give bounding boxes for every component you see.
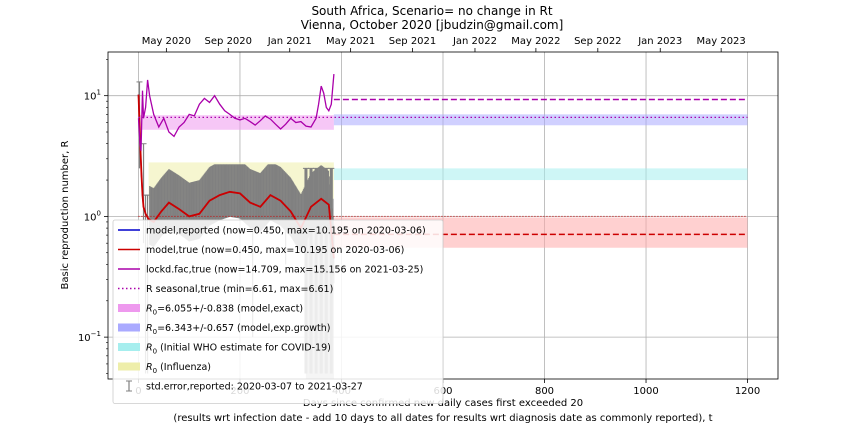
top-tick-label-6: May 2022	[511, 36, 560, 47]
top-tick-label-0: May 2020	[142, 36, 191, 47]
y-tick-label-0: 10−1	[78, 330, 101, 344]
legend-label-0: model,reported (now=0.450, max=10.195 on…	[146, 226, 426, 237]
band-1	[333, 114, 748, 126]
legend-label-6: R0 (Initial WHO estimate for COVID-19)	[146, 343, 331, 356]
top-tick-label-9: May 2023	[696, 36, 745, 47]
chart-title-line1: South Africa, Scenario= no change in Rt	[311, 4, 552, 18]
band-0	[138, 115, 334, 130]
x-axis-label-line2: (results wrt infection date - add 10 day…	[173, 413, 712, 424]
top-tick-label-3: May 2021	[326, 36, 375, 47]
top-tick-label-7: Sep 2022	[574, 36, 621, 47]
top-tick-label-8: Jan 2023	[637, 36, 682, 47]
legend-swatch-6	[118, 343, 140, 351]
legend-label-3: R seasonal,true (min=6.61, max=6.61)	[146, 284, 333, 295]
legend-label-2: lockd.fac,true (now=14.709, max=15.156 o…	[146, 265, 423, 276]
x-tick-label-6: 1200	[735, 386, 760, 397]
y-axis-label: Basic reproduction number, R	[60, 140, 71, 289]
y-tick-label-1: 100	[84, 209, 101, 223]
chart-title-line2: Vienna, October 2020 [jbudzin@gmail.com]	[301, 18, 564, 32]
top-date-axis: May 2020 Sep 2020 Jan 2021 May 2021 Sep 2021…	[142, 36, 746, 52]
legend-label-1: model,true (now=0.450, max=10.195 on 202…	[146, 245, 404, 256]
series-line-2	[137, 74, 335, 151]
legend: model,reported (now=0.450, max=10.195 on…	[112, 219, 444, 404]
x-tick-label-5: 1000	[633, 386, 658, 397]
legend-label-8: std.error,reported: 2020-03-07 to 2021-0…	[146, 382, 363, 393]
legend-label-4: R0=6.055+/-0.838 (model,exact)	[146, 304, 303, 317]
x-axis-label-line1: Days since confirmed new daily cases fir…	[303, 398, 583, 409]
top-tick-label-1: Sep 2020	[205, 36, 252, 47]
x-tick-label-4: 800	[535, 386, 554, 397]
top-tick-label-5: Jan 2022	[452, 36, 497, 47]
legend-swatch-7	[118, 362, 140, 371]
band-2	[333, 168, 748, 181]
y-axis: 10−1 100 101	[78, 59, 108, 374]
top-tick-label-4: Sep 2021	[389, 36, 436, 47]
legend-frame	[112, 219, 444, 404]
legend-label-7: R0 (Influenza)	[146, 362, 211, 375]
legend-swatch-5	[118, 323, 140, 332]
top-tick-label-2: Jan 2021	[267, 36, 312, 47]
y-tick-label-2: 101	[84, 89, 101, 103]
legend-swatch-4	[118, 304, 140, 312]
legend-label-5: R0=6.343+/-0.657 (model,exp.growth)	[146, 323, 330, 336]
